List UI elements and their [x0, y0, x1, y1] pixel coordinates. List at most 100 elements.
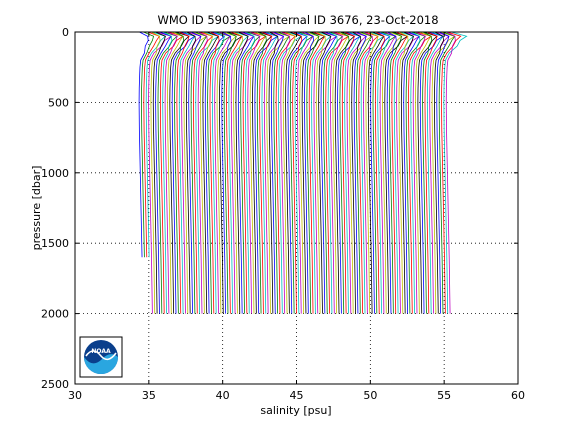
profile-line	[292, 32, 303, 314]
profile-line	[259, 32, 273, 314]
noaa-logo-text: NOAA	[91, 348, 111, 355]
profile-line	[235, 32, 249, 314]
profile-line	[263, 32, 285, 314]
profile-line	[327, 32, 338, 314]
profile-line	[403, 32, 420, 314]
profile-line	[174, 32, 185, 314]
profile-line	[167, 32, 184, 314]
profile-line	[299, 32, 320, 314]
profile-line	[429, 32, 450, 314]
x-tick-label: 45	[290, 389, 304, 402]
profile-line	[216, 32, 238, 314]
x-tick-label: 55	[437, 389, 451, 402]
profile-line	[330, 32, 344, 314]
x-tick-label: 30	[68, 389, 82, 402]
profile-line	[419, 32, 444, 314]
profile-line	[396, 32, 421, 314]
profile-line	[157, 32, 178, 314]
profile-line	[181, 32, 202, 314]
profile-line	[313, 32, 338, 314]
profile-line	[443, 32, 468, 314]
profile-line	[185, 32, 196, 314]
profile-line	[245, 32, 255, 314]
profile-line	[226, 32, 243, 314]
profile-line	[434, 32, 444, 314]
profile-line	[237, 32, 255, 314]
profile-line	[214, 32, 231, 314]
profile-line	[363, 32, 374, 314]
profile-line	[261, 32, 279, 314]
y-axis-label: pressure [dbar]	[30, 166, 43, 251]
profile-line	[207, 32, 232, 314]
profile-line	[202, 32, 220, 314]
profile-line	[318, 32, 332, 314]
profile-line	[159, 32, 185, 314]
profile-line	[273, 32, 291, 314]
profile-line	[426, 32, 444, 314]
profile-line	[438, 32, 456, 314]
profile-line	[176, 32, 190, 314]
profile-line	[282, 32, 296, 314]
profile-line	[424, 32, 438, 314]
profile-line	[304, 32, 315, 314]
profile-line	[398, 32, 409, 314]
profile-line	[405, 32, 427, 314]
profile-line	[431, 32, 456, 314]
noaa-logo: NOAA	[79, 336, 123, 378]
profile-line	[275, 32, 297, 314]
profile-line	[223, 32, 237, 314]
profile-line	[441, 32, 462, 314]
profile-line	[200, 32, 214, 314]
profile-line	[204, 32, 226, 314]
profile-line	[280, 32, 291, 314]
profile-line	[169, 32, 190, 314]
profile-line	[341, 32, 355, 314]
profile-line	[294, 32, 308, 314]
profile-line	[145, 32, 167, 258]
profile-line	[344, 32, 361, 314]
profile-line	[268, 32, 279, 314]
profile-line	[230, 32, 255, 314]
profile-line	[190, 32, 208, 314]
profile-line	[152, 32, 166, 314]
profile-line	[377, 32, 391, 314]
profile-line	[346, 32, 367, 314]
profile-line	[256, 32, 267, 314]
profile-line	[337, 32, 362, 314]
profile-line	[334, 32, 356, 314]
profile-line	[351, 32, 362, 314]
profile-line	[410, 32, 421, 314]
profile-line	[195, 32, 220, 314]
profile-line	[150, 32, 161, 314]
profile-line	[247, 32, 261, 314]
profile-line	[356, 32, 373, 314]
profile-line	[270, 32, 284, 314]
profile-line	[445, 32, 456, 314]
profile-line	[436, 32, 450, 314]
profile-line	[138, 32, 149, 258]
profile-line	[219, 32, 244, 314]
profile-line	[417, 32, 438, 314]
y-tick-label: 0	[62, 26, 69, 39]
profile-line	[254, 32, 279, 314]
y-tick-label: 2000	[41, 308, 69, 321]
profile-line	[332, 32, 350, 314]
profile-line	[386, 32, 397, 314]
profile-line	[374, 32, 385, 314]
profile-line	[382, 32, 403, 314]
profile-line	[301, 32, 326, 314]
profile-line	[412, 32, 426, 314]
profile-line	[285, 32, 302, 314]
profile-line	[311, 32, 332, 314]
profile-line	[141, 32, 155, 258]
profile-line	[384, 32, 409, 314]
profile-line	[188, 32, 202, 314]
profile-line	[322, 32, 344, 314]
profile-line	[287, 32, 308, 314]
profile-line	[221, 32, 232, 314]
profile-line	[306, 32, 320, 314]
profile-line	[228, 32, 249, 314]
y-tick-label: 1500	[41, 237, 69, 250]
